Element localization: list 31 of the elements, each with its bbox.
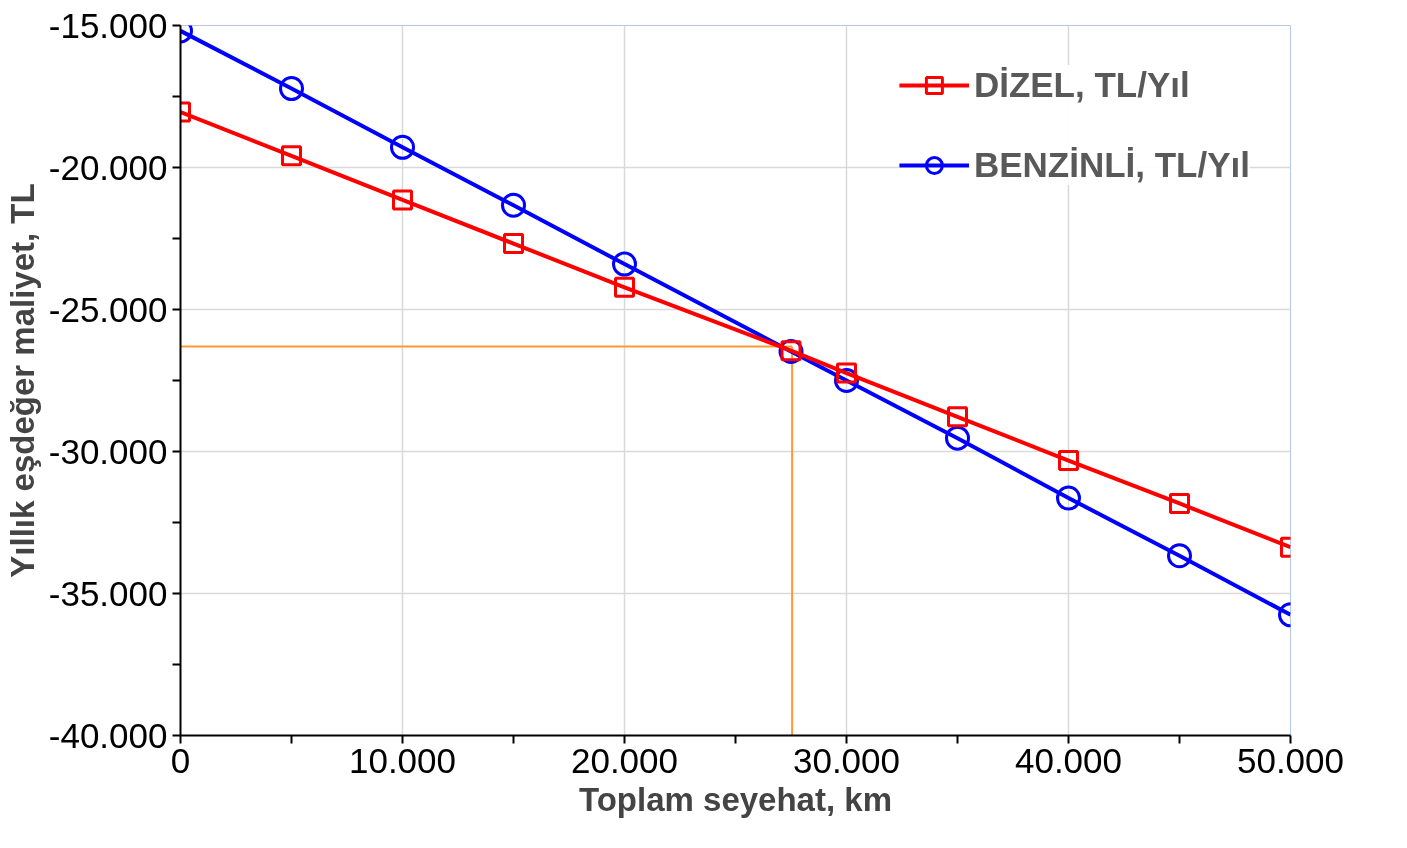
x-tick-label: 10.000 — [348, 740, 457, 780]
x-axis-title: Toplam seyehat, km — [579, 780, 893, 818]
y-tick-label: -25.000 — [48, 289, 168, 329]
point — [1056, 485, 1081, 511]
point — [501, 192, 526, 218]
point — [279, 76, 304, 102]
point — [947, 406, 968, 428]
x-tick-label: 0 — [170, 740, 191, 780]
y-axis-title: Yıllık eşdeğer maliyet, TL — [3, 183, 41, 578]
point — [614, 276, 635, 298]
point — [1169, 492, 1190, 514]
point — [1167, 543, 1192, 569]
point — [390, 134, 415, 160]
y-tick-label: -40.000 — [48, 715, 168, 755]
y-tick-label: -35.000 — [48, 573, 168, 613]
y-tick-label: -30.000 — [48, 431, 168, 471]
x-tick-label: 30.000 — [792, 740, 901, 780]
point — [392, 189, 413, 211]
point — [836, 362, 857, 384]
point — [945, 425, 970, 451]
point — [281, 145, 302, 167]
point — [612, 251, 637, 277]
x-tick-label: 20.000 — [570, 740, 679, 780]
y-tick-label: -15.000 — [48, 5, 168, 45]
y-tick-label: -20.000 — [48, 147, 168, 187]
legend-label: BENZİNLİ, TL/Yıl — [973, 145, 1250, 185]
point — [503, 233, 524, 255]
legend-label: DİZEL, TL/Yıl — [973, 65, 1190, 105]
x-tick-label: 40.000 — [1014, 740, 1123, 780]
point — [1058, 450, 1079, 472]
x-tick-label: 50.000 — [1236, 740, 1345, 780]
